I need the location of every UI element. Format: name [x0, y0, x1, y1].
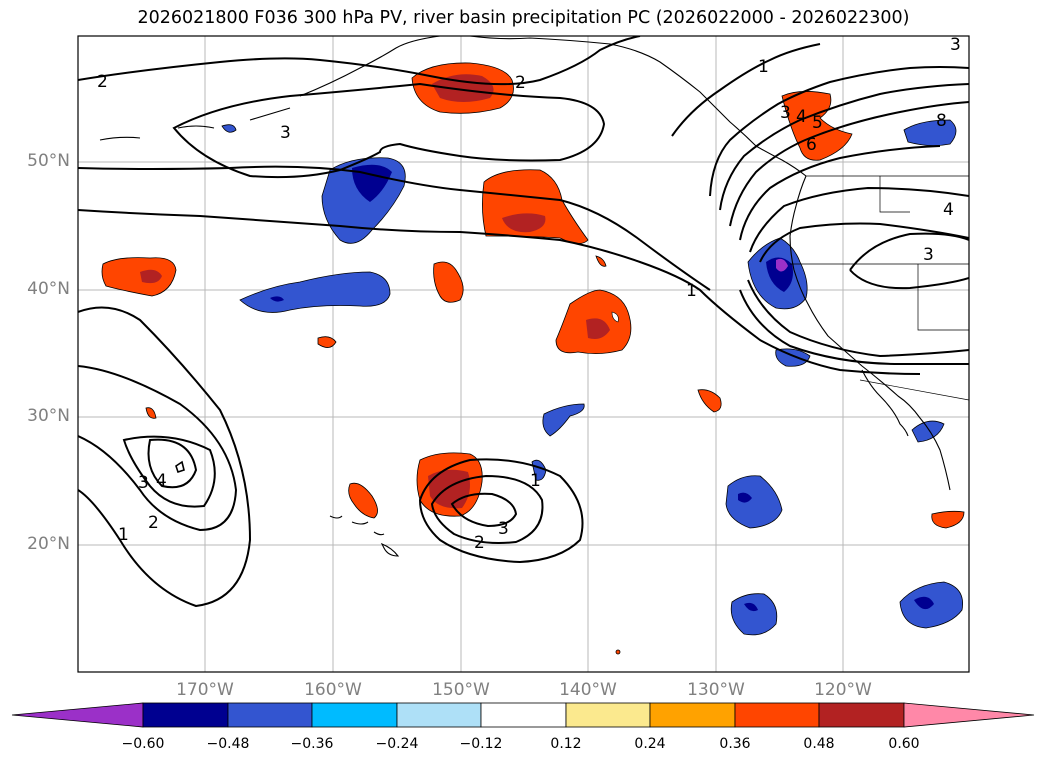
- colorbar-segment: [311, 702, 398, 728]
- precip-blob-mid-small: [433, 261, 464, 303]
- lon-label: 170°W: [176, 680, 234, 700]
- contour-label: 2: [97, 72, 108, 92]
- pv-contour-sw-4: [147, 438, 198, 489]
- pv-contours: [78, 36, 969, 608]
- colorbar-tick-label: −0.36: [290, 736, 334, 752]
- contour-label: 8: [936, 111, 947, 131]
- contour-label: 3: [138, 473, 149, 493]
- colorbar-segment: [142, 702, 229, 728]
- baja: [861, 369, 909, 437]
- precip-blob-w-dateline: [101, 257, 177, 297]
- pv-contour-ridge-6: [759, 222, 969, 263]
- colorbar-segment: [734, 702, 820, 728]
- colorbar-segment: [818, 702, 905, 728]
- contour-label: 1: [530, 471, 541, 491]
- colorbar-segment: [396, 702, 482, 728]
- pv-contour-sw-center: [175, 460, 185, 474]
- contour-label: 6: [806, 135, 817, 155]
- colorbar-tick-label: 0.36: [719, 736, 751, 752]
- lon-label: 160°W: [304, 680, 362, 700]
- north-america-coast: [789, 175, 951, 491]
- colorbar-segment: [565, 702, 651, 728]
- colorbar-segment: [649, 702, 736, 728]
- precip-blob-neg-mid: [239, 271, 391, 313]
- contour-label: 1: [758, 57, 769, 77]
- contour-label: 3: [280, 123, 291, 143]
- colorbar-segment: [227, 702, 313, 728]
- contour-label: 2: [148, 513, 159, 533]
- pv-contour-1-mid: [78, 209, 921, 375]
- contour-label: 3: [780, 103, 791, 123]
- colorbar-tick-label: 0.24: [634, 736, 666, 752]
- map-frame: [77, 35, 970, 673]
- pv-contour-2-north: [78, 36, 641, 86]
- borders: [790, 175, 969, 401]
- lon-label: 150°W: [432, 680, 490, 700]
- colorbar-tick-label: −0.48: [206, 736, 250, 752]
- lon-label: 140°W: [559, 680, 617, 700]
- contour-label: 3: [498, 519, 509, 539]
- pv-contour-sw-outer: [78, 306, 252, 608]
- pv-contour-ridge-1: [709, 66, 969, 197]
- coastlines: [99, 36, 951, 557]
- colorbar: [11, 702, 1035, 728]
- lat-label: 30°N: [27, 406, 70, 426]
- pv-contour-3-north: [172, 82, 606, 179]
- colorbar-segment: [11, 702, 144, 728]
- contour-label: 2: [474, 533, 485, 553]
- pv-contour-hawaii-1: [418, 458, 584, 564]
- lat-label: 40°N: [27, 279, 70, 299]
- pv-contour-ridge-4: [739, 145, 941, 241]
- pv-contour-hawaii-2: [430, 474, 544, 544]
- colorbar-tick-label: 0.12: [550, 736, 582, 752]
- contour-label: 2: [515, 73, 526, 93]
- pv-contour-ridge-3: [729, 101, 969, 227]
- colorbar-tick-label: −0.24: [375, 736, 419, 752]
- pv-contour-ridge-8: [739, 289, 969, 366]
- hawaii-islands: [329, 515, 400, 557]
- colorbar-tick-label: −0.60: [121, 736, 165, 752]
- colorbar-tick-label: −0.12: [459, 736, 503, 752]
- colorbar-segment: [480, 702, 567, 728]
- contour-label: 4: [943, 200, 954, 220]
- colorbar-tick-label: 0.48: [803, 736, 835, 752]
- colorbar-segment: [903, 702, 1035, 728]
- map-content: 2 3 2 1 3 3 4 5 6 8 4 3 1 3 4 2 1 1 3 2: [78, 35, 969, 672]
- contour-label: 5: [812, 113, 823, 133]
- pv-contour-sw-3: [122, 435, 216, 508]
- pv-contour-sw-2: [78, 365, 238, 532]
- pv-contour-ridge-7: [747, 279, 969, 358]
- lon-label: 120°W: [814, 680, 872, 700]
- colorbar-tick-label: 0.60: [888, 736, 920, 752]
- contour-label: 3: [950, 35, 961, 55]
- contour-label: 4: [796, 107, 807, 127]
- pv-contour-hawaii-3: [450, 492, 518, 528]
- precip-blob-north-pacific: [482, 169, 589, 244]
- pv-contour-ridge-2: [719, 83, 969, 211]
- negative-precip-regions: [221, 119, 963, 636]
- lat-label: 20°N: [27, 534, 70, 554]
- pv-contour-ridge-5: [749, 186, 969, 253]
- contour-label: 1: [686, 281, 697, 301]
- contour-label: 3: [923, 245, 934, 265]
- lat-label: 50°N: [27, 151, 70, 171]
- gridlines: [78, 36, 969, 672]
- contour-label: 4: [156, 471, 167, 491]
- pv-contour-1-northeast: [671, 43, 821, 137]
- contour-label: 1: [118, 525, 129, 545]
- pv-contour-3-westus: [849, 232, 969, 290]
- plot-title: 2026021800 F036 300 hPa PV, river basin …: [137, 8, 910, 28]
- alaska-coast: [299, 36, 807, 177]
- pv-contour-2-mid: [78, 165, 711, 291]
- contour-labels: 2 3 2 1 3 3 4 5 6 8 4 3 1 3 4 2 1 1 3 2: [97, 35, 961, 553]
- lon-label: 130°W: [687, 680, 745, 700]
